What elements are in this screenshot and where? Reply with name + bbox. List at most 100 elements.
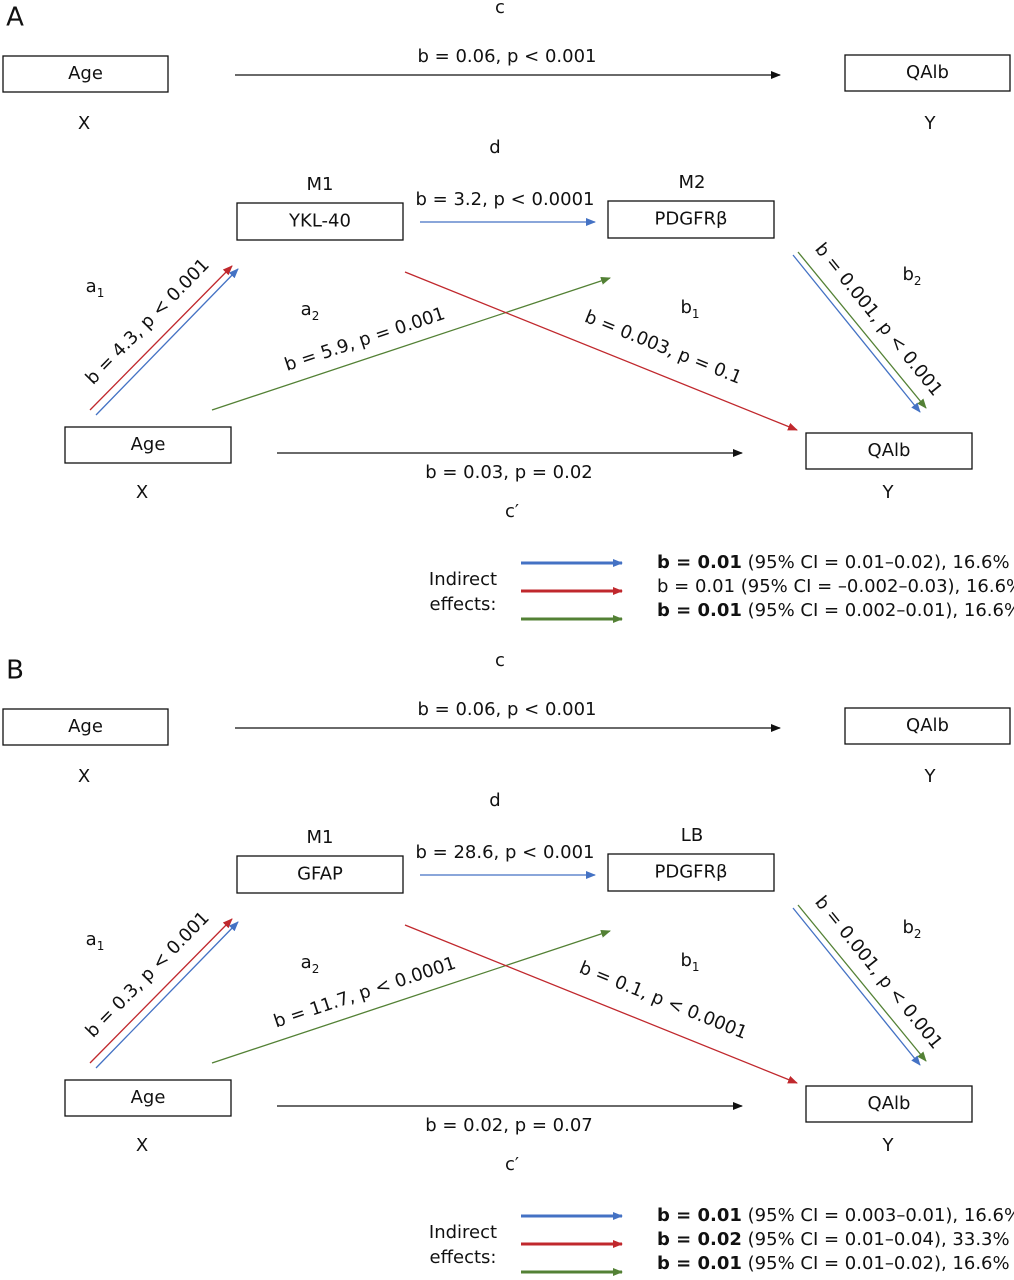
m2-box-label: PDGFRβ [654, 862, 727, 883]
path-subscript: 2 [312, 962, 320, 976]
legend-title: Indirect [429, 1222, 497, 1243]
m1-box-label: GFAP [297, 864, 343, 885]
m2-box [607, 200, 775, 239]
legend-effect: b = 0.02 [657, 1229, 742, 1250]
path-letter: b [680, 950, 691, 971]
path-letter: a [301, 299, 312, 320]
arrow [89, 918, 233, 1064]
arrow [792, 254, 921, 413]
a2-effect: b = 11.7, p < 0.0001 [271, 953, 458, 1033]
x-role: X [78, 766, 90, 787]
m2-role: M2 [679, 172, 706, 193]
legend-title: effects: [430, 594, 497, 615]
path-letter: a [86, 276, 97, 297]
total-effect: b = 0.06, p < 0.001 [418, 46, 597, 67]
path-name: a2 [301, 299, 320, 323]
path-letter: b [902, 264, 913, 285]
y-box [844, 707, 1011, 745]
path-letter: b [680, 297, 691, 318]
arrow [797, 251, 927, 409]
y-role: Y [924, 766, 937, 787]
path-c: c [495, 0, 505, 18]
path-name: a2 [301, 952, 320, 976]
m1-m2-effect: b = 28.6, p < 0.001 [416, 842, 595, 863]
path-c-prime: c′ [505, 1154, 519, 1175]
x-box [2, 708, 169, 746]
direct-effect: b = 0.02, p = 0.07 [425, 1115, 593, 1136]
arrow [95, 268, 239, 416]
y2-box-label: QAlb [868, 1093, 911, 1114]
path-c-prime: c′ [505, 501, 519, 522]
m1-box [236, 202, 404, 241]
b2-effect: b = 0.001, p < 0.001 [810, 239, 946, 400]
y-role: Y [924, 113, 937, 134]
legend-detail: (95% CI = 0.002–0.01), 16.6% [742, 600, 1014, 621]
m1-role: M1 [307, 174, 334, 195]
x2-box-label: Age [131, 1087, 166, 1108]
panel-letter: B [6, 656, 24, 686]
m2-role: LB [681, 825, 703, 846]
path-subscript: 1 [97, 939, 105, 953]
path-letter: a [301, 952, 312, 973]
b1-effect: b = 0.1, p < 0.0001 [576, 957, 750, 1044]
x-box [2, 55, 169, 93]
m1-role: M1 [307, 827, 334, 848]
legend-detail: (95% CI = 0.01–0.04), 33.3% [742, 1229, 1010, 1250]
x-box-label: Age [68, 63, 103, 84]
b2-effect: b = 0.001, p < 0.001 [810, 892, 946, 1053]
legend-effect: b = 0.01 [657, 576, 735, 597]
path-subscript: 1 [97, 286, 105, 300]
legend-item: b = 0.01 (95% CI = –0.002–0.03), 16.6% [657, 576, 1014, 597]
arrow [797, 904, 927, 1062]
arrow [89, 265, 233, 411]
total-effect: b = 0.06, p < 0.001 [418, 699, 597, 720]
x2-box-label: Age [131, 434, 166, 455]
path-letter: a [86, 929, 97, 950]
arrow [792, 907, 921, 1066]
y-box [844, 54, 1011, 92]
y2-box [805, 432, 973, 470]
arrow [95, 921, 239, 1069]
legend-effect: b = 0.01 [657, 600, 742, 621]
y2-box [805, 1085, 973, 1123]
path-c: c [495, 650, 505, 671]
path-name: a1 [86, 929, 105, 953]
legend-item: b = 0.02 (95% CI = 0.01–0.04), 33.3% [657, 1229, 1010, 1250]
legend-effect: b = 0.01 [657, 1205, 742, 1226]
arrow [404, 271, 798, 431]
m1-box-label: YKL-40 [288, 211, 351, 232]
legend-detail: (95% CI = –0.002–0.03), 16.6% [735, 576, 1014, 597]
x2-role: X [136, 1135, 148, 1156]
path-name: b1 [680, 297, 699, 321]
arrow [211, 930, 611, 1064]
legend-item: b = 0.01 (95% CI = 0.003–0.01), 16.6% [657, 1205, 1014, 1226]
path-d: d [489, 137, 500, 158]
arrow [211, 277, 611, 411]
x2-box [64, 1079, 232, 1117]
path-subscript: 2 [914, 274, 922, 288]
legend-title: Indirect [429, 569, 497, 590]
y-box-label: QAlb [906, 62, 949, 83]
a1-effect: b = 0.3, p < 0.001 [82, 907, 214, 1041]
path-name: b1 [680, 950, 699, 974]
direct-effect: b = 0.03, p = 0.02 [425, 462, 593, 483]
path-name: b2 [902, 264, 921, 288]
path-subscript: 2 [914, 927, 922, 941]
m2-box-label: PDGFRβ [654, 209, 727, 230]
y2-role: Y [882, 482, 895, 503]
y2-role: Y [882, 1135, 895, 1156]
legend-effect: b = 0.01 [657, 552, 742, 573]
path-letter: b [902, 917, 913, 938]
y2-box-label: QAlb [868, 440, 911, 461]
path-subscript: 2 [312, 309, 320, 323]
m1-box [236, 855, 404, 894]
path-subscript: 1 [692, 960, 700, 974]
path-name: b2 [902, 917, 921, 941]
arrow [404, 924, 798, 1084]
legend-detail: (95% CI = 0.01–0.02), 16.6% [742, 1253, 1010, 1274]
path-name: a1 [86, 276, 105, 300]
panel-letter: A [6, 3, 24, 33]
legend-item: b = 0.01 (95% CI = 0.002–0.01), 16.6% [657, 600, 1014, 621]
y-box-label: QAlb [906, 715, 949, 736]
